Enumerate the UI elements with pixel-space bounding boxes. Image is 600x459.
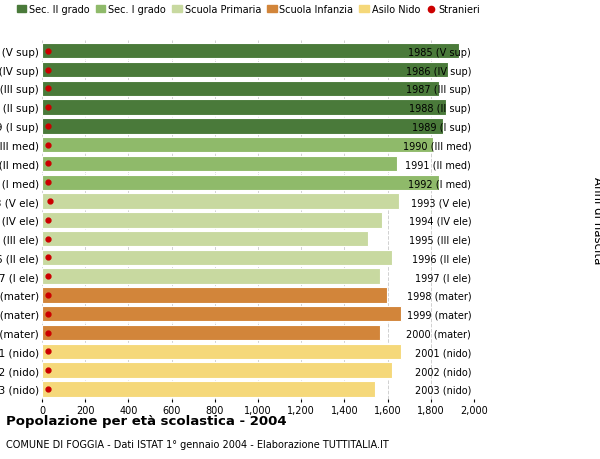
Bar xyxy=(42,175,439,190)
Bar xyxy=(42,306,401,322)
Legend: Sec. II grado, Sec. I grado, Scuola Primaria, Scuola Infanzia, Asilo Nido, Stran: Sec. II grado, Sec. I grado, Scuola Prim… xyxy=(17,5,481,15)
Bar xyxy=(42,381,374,397)
Text: Popolazione per età scolastica - 2004: Popolazione per età scolastica - 2004 xyxy=(6,414,287,428)
Text: COMUNE DI FOGGIA - Dati ISTAT 1° gennaio 2004 - Elaborazione TUTTITALIA.IT: COMUNE DI FOGGIA - Dati ISTAT 1° gennaio… xyxy=(6,440,389,449)
Bar xyxy=(42,81,439,97)
Bar xyxy=(42,119,443,134)
Bar xyxy=(42,363,392,378)
Bar xyxy=(42,138,433,153)
Bar xyxy=(42,250,392,265)
Bar xyxy=(42,269,380,284)
Text: Anni di nascita: Anni di nascita xyxy=(590,177,600,264)
Bar xyxy=(42,288,386,303)
Bar xyxy=(42,194,400,209)
Bar xyxy=(42,213,382,228)
Bar xyxy=(42,63,448,78)
Bar xyxy=(42,344,401,359)
Bar xyxy=(42,100,446,116)
Bar xyxy=(42,44,459,59)
Bar xyxy=(42,231,368,247)
Bar xyxy=(42,157,397,172)
Bar xyxy=(42,325,380,341)
